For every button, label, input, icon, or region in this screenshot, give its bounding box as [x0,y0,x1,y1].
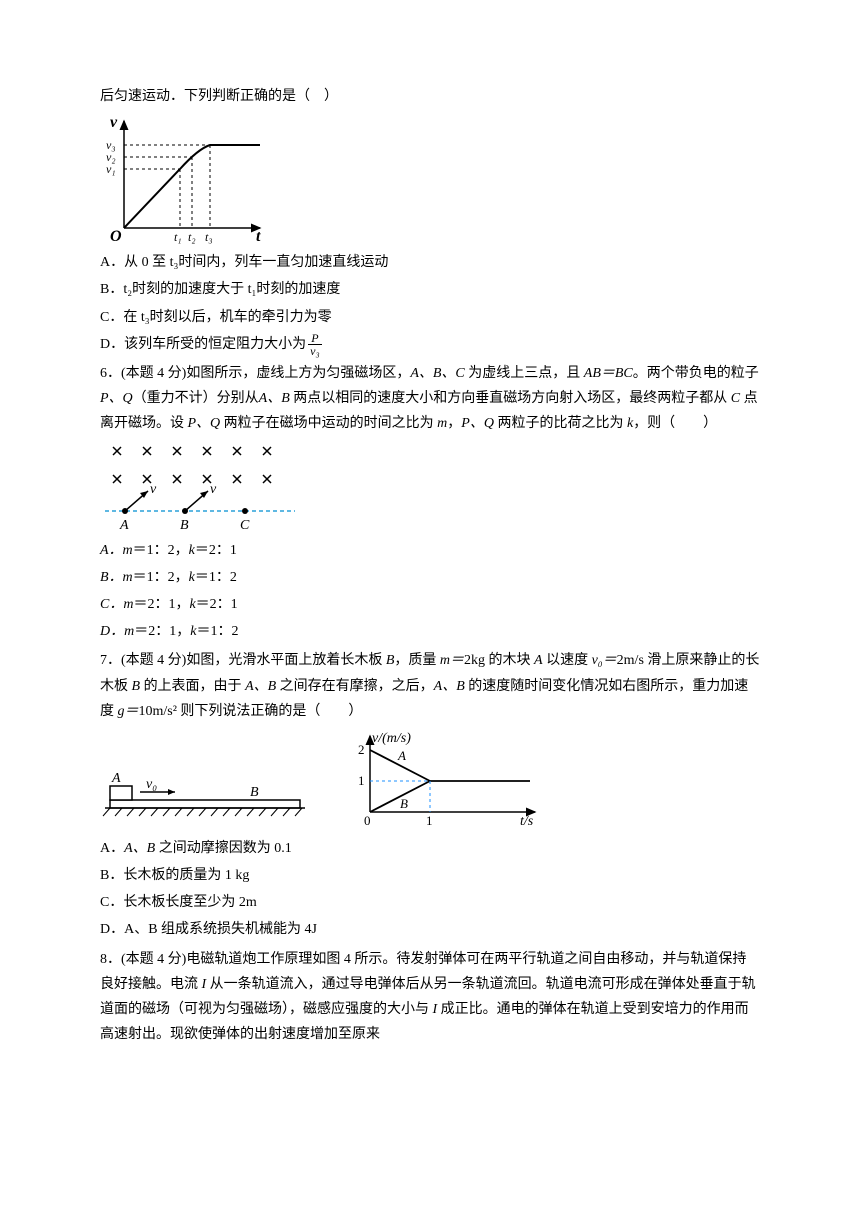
svg-text:B: B [400,796,408,811]
q7-opt-b: B．长木板的质量为 1 kg [100,863,760,888]
q5-opt-a: A．从 0 至 t₃时间内，列车一直匀加速直线运动 [100,250,760,275]
q5-opt-d: D．该列车所受的恒定阻力大小为Pv₃ [100,332,760,357]
q6-opt-a: A．m＝1：2，k＝2：1 [100,538,760,563]
svg-text:C: C [240,518,250,533]
vt-y2: v₂ [106,150,116,164]
svg-text:v: v [150,482,157,497]
q7-opt-d: D．A、B 组成系统损失机械能为 4J [100,917,760,942]
vt-t2: t₂ [188,230,196,244]
svg-text:1: 1 [358,773,365,788]
q8-stem: 8．(本题 4 分)电磁轨道炮工作原理如图 4 所示。待发射弹体可在两平行轨道之… [100,947,760,1048]
vt-t1: t₁ [174,230,182,244]
vt-y3: v₃ [106,138,116,152]
svg-text:v₀: v₀ [146,777,157,792]
svg-text:A: A [111,771,121,786]
vt-xlabel: t [256,228,261,245]
q5-graph: v t v₁ v₂ v₃ t₁ t₂ t₃ O [100,113,760,248]
svg-text:0: 0 [364,813,371,828]
svg-text:1: 1 [426,813,433,828]
svg-text:B: B [180,518,189,533]
q5-intro: 后匀速运动．下列判断正确的是（ ） [100,84,760,109]
q6-stem: 6．(本题 4 分)如图所示，虚线上方为匀强磁场区，A、B、C 为虚线上三点，且… [100,361,760,437]
svg-text:B: B [250,785,259,800]
q7-opt-c: C．长木板长度至少为 2m [100,890,760,915]
svg-text:v/(m/s): v/(m/s) [372,731,411,746]
vt-y1: v₁ [106,162,116,176]
q7-figures: A v₀ B 1 2 0 1 v/(m/s) t/s A B [100,730,760,830]
q7-stem: 7．(本题 4 分)如图，光滑水平面上放着长木板 B，质量 m＝2kg 的木块 … [100,648,760,724]
q6-opt-c: C．m＝2：1，k＝2：1 [100,592,760,617]
q7-opt-a: A．A、B 之间动摩擦因数为 0.1 [100,836,760,861]
svg-text:A: A [119,518,129,533]
svg-text:2: 2 [358,742,365,757]
svg-text:O: O [110,228,122,245]
q5-opt-b: B．t₂时刻的加速度大于 t₁时刻的加速度 [100,277,760,302]
svg-text:A: A [397,748,406,763]
svg-text:t/s: t/s [520,814,534,829]
q6-opt-d: D．m＝2：1，k＝1：2 [100,619,760,644]
q6-opt-b: B．m＝1：2，k＝1：2 [100,565,760,590]
q5-opt-c: C．在 t₃时刻以后，机车的牵引力为零 [100,305,760,330]
vt-t3: t₃ [205,230,213,244]
q6-diagram: v v A B C [100,441,760,536]
svg-text:v: v [210,482,217,497]
vt-ylabel: v [110,114,118,131]
